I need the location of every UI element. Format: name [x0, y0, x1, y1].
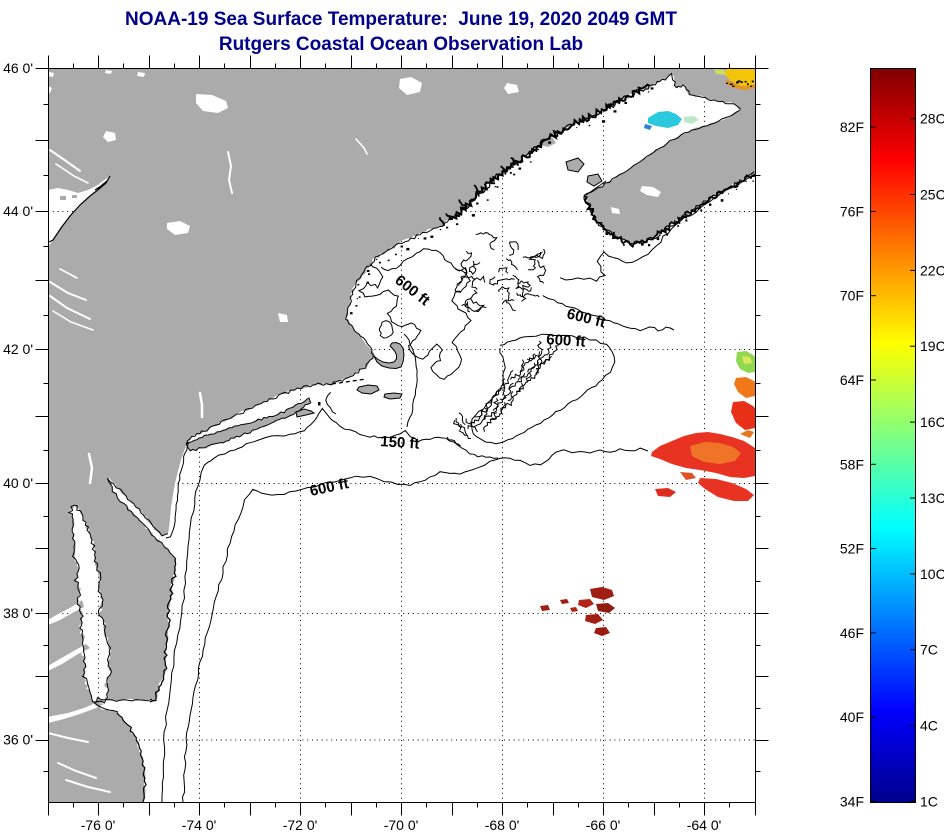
svg-text:34F: 34F — [840, 794, 864, 810]
svg-text:38 0': 38 0' — [3, 605, 33, 621]
svg-text:-70 0': -70 0' — [384, 817, 419, 832]
svg-text:25C: 25C — [920, 187, 944, 203]
svg-text:7C: 7C — [920, 642, 938, 658]
svg-text:-72 0': -72 0' — [283, 817, 318, 832]
svg-text:82F: 82F — [840, 119, 864, 135]
svg-text:-66 0': -66 0' — [586, 817, 621, 832]
svg-text:10C: 10C — [920, 566, 944, 582]
svg-text:28C: 28C — [920, 111, 944, 127]
svg-text:58F: 58F — [840, 456, 864, 472]
svg-text:-76 0': -76 0' — [81, 817, 116, 832]
svg-text:4C: 4C — [920, 718, 938, 734]
svg-text:44 0': 44 0' — [3, 203, 33, 219]
svg-text:46 0': 46 0' — [3, 60, 33, 76]
svg-text:46F: 46F — [840, 625, 864, 641]
svg-text:16C: 16C — [920, 414, 944, 430]
svg-text:42 0': 42 0' — [3, 341, 33, 357]
svg-text:40F: 40F — [840, 709, 864, 725]
svg-text:600 ft: 600 ft — [308, 475, 350, 500]
svg-text:600 ft: 600 ft — [565, 305, 607, 331]
svg-text:36 0': 36 0' — [3, 732, 33, 748]
svg-text:-64 0': -64 0' — [687, 817, 722, 832]
svg-text:600 ft: 600 ft — [546, 331, 586, 351]
svg-text:19C: 19C — [920, 338, 944, 354]
svg-text:64F: 64F — [840, 372, 864, 388]
svg-text:22C: 22C — [920, 262, 944, 278]
svg-text:13C: 13C — [920, 490, 944, 506]
svg-text:70F: 70F — [840, 288, 864, 304]
svg-text:150 ft: 150 ft — [380, 433, 420, 453]
svg-text:-68 0': -68 0' — [485, 817, 520, 832]
svg-text:1C: 1C — [920, 794, 938, 810]
svg-text:-74 0': -74 0' — [182, 817, 217, 832]
svg-text:600 ft: 600 ft — [392, 272, 433, 310]
svg-text:76F: 76F — [840, 203, 864, 219]
svg-text:40 0': 40 0' — [3, 475, 33, 491]
svg-text:52F: 52F — [840, 541, 864, 557]
